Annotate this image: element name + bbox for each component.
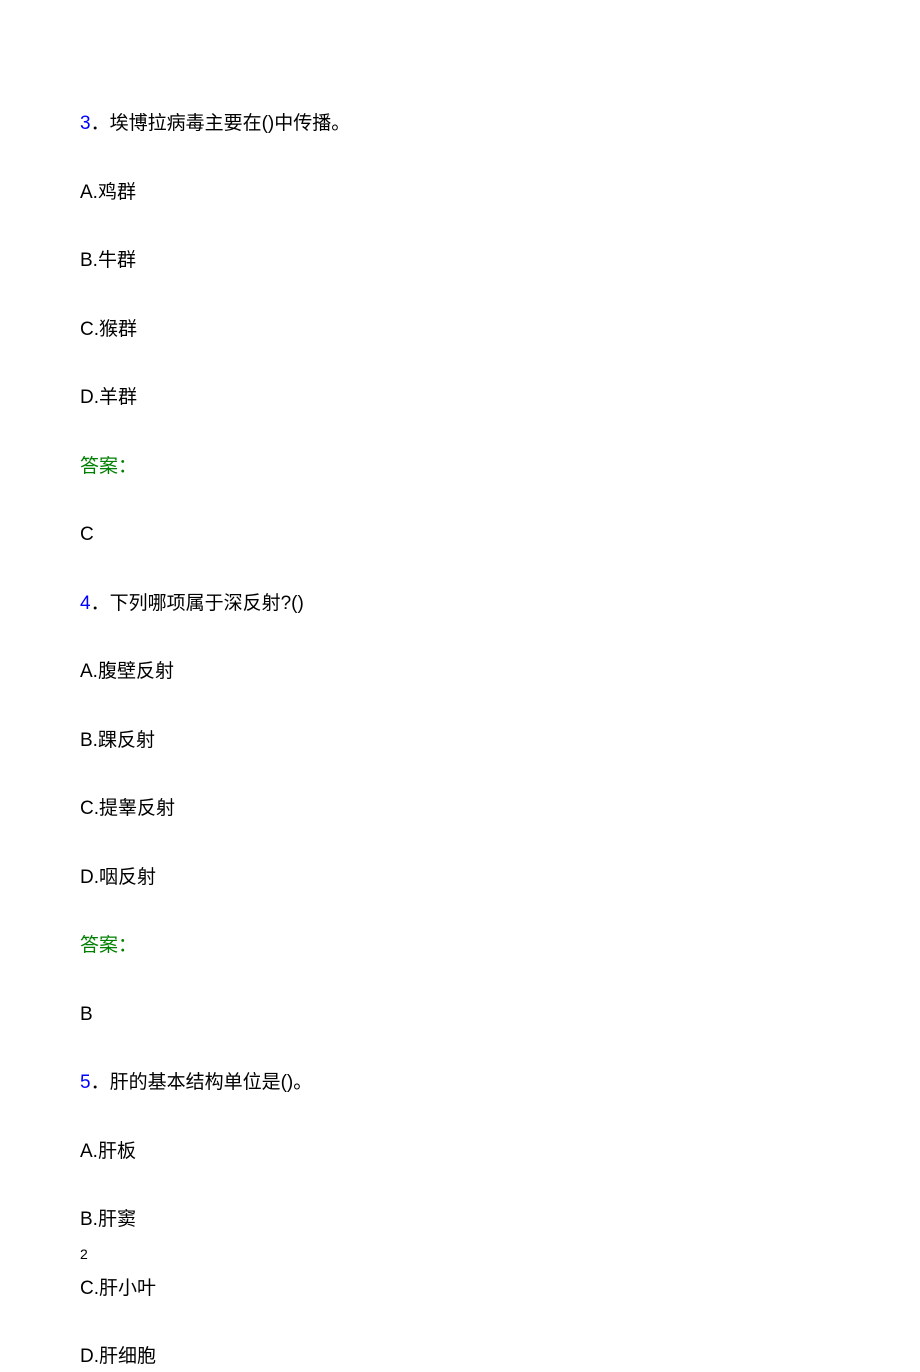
option-c: C.猴群 (80, 316, 840, 345)
question-text: 5．肝的基本结构单位是()。 (80, 1069, 840, 1098)
page-number: 2 (80, 1246, 88, 1262)
question-stem: 下列哪项属于深反射?() (110, 593, 304, 614)
question-block: 3．埃博拉病毒主要在()中传播。 A.鸡群 B.牛群 C.猴群 D.羊群 答案：… (80, 110, 840, 550)
question-stem: 埃博拉病毒主要在()中传播。 (110, 113, 351, 134)
option-c: C.提睾反射 (80, 795, 840, 824)
answer-label: 答案： (80, 932, 840, 961)
option-d: D.羊群 (80, 384, 840, 413)
question-text: 4．下列哪项属于深反射?() (80, 590, 840, 619)
question-number: 5 (80, 1072, 91, 1093)
option-a: A.腹壁反射 (80, 658, 840, 687)
answer-value: B (80, 1001, 840, 1030)
question-stem: 肝的基本结构单位是()。 (110, 1072, 313, 1093)
option-a: A.鸡群 (80, 179, 840, 208)
option-c: C.肝小叶 (80, 1275, 840, 1304)
option-b: B.肝窦 (80, 1206, 840, 1235)
answer-label: 答案： (80, 453, 840, 482)
question-text: 3．埃博拉病毒主要在()中传播。 (80, 110, 840, 139)
document-page: 3．埃博拉病毒主要在()中传播。 A.鸡群 B.牛群 C.猴群 D.羊群 答案：… (0, 0, 920, 1302)
option-d: D.肝细胞 (80, 1343, 840, 1372)
question-block: 5．肝的基本结构单位是()。 A.肝板 B.肝窦 C.肝小叶 D.肝细胞 (80, 1069, 840, 1372)
answer-value: C (80, 521, 840, 550)
question-number: 3 (80, 113, 91, 134)
option-a: A.肝板 (80, 1138, 840, 1167)
question-block: 4．下列哪项属于深反射?() A.腹壁反射 B.踝反射 C.提睾反射 D.咽反射… (80, 590, 840, 1030)
question-separator: ． (91, 113, 110, 134)
question-separator: ． (91, 1072, 110, 1093)
option-b: B.牛群 (80, 247, 840, 276)
option-b: B.踝反射 (80, 727, 840, 756)
question-separator: ． (91, 593, 110, 614)
question-number: 4 (80, 593, 91, 614)
option-d: D.咽反射 (80, 864, 840, 893)
